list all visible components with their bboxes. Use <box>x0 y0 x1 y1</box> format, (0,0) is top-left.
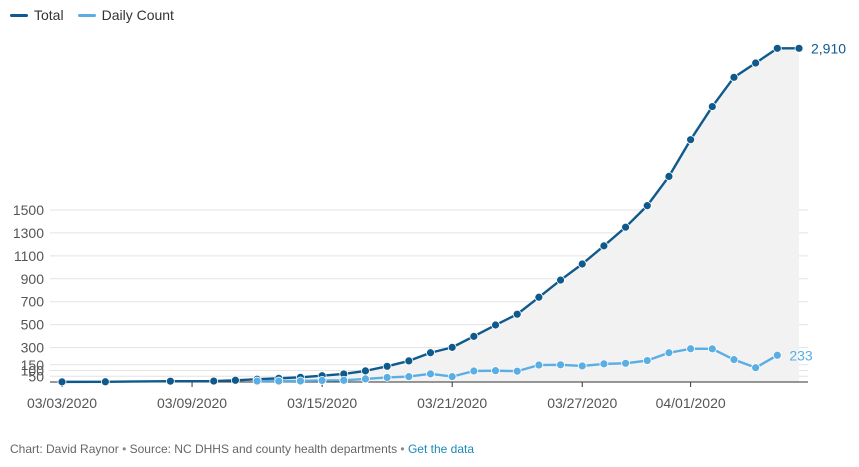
legend-item-daily-count: Daily Count <box>77 7 174 23</box>
data-point-daily-count <box>404 372 414 382</box>
y-tick-label: 300 <box>21 340 45 356</box>
data-point-total <box>794 43 804 53</box>
data-point-daily-count <box>274 376 284 386</box>
data-point-total <box>100 377 110 387</box>
data-point-total <box>534 292 544 302</box>
legend-swatch-total <box>10 13 28 17</box>
footer-credit: Chart: David Raynor <box>10 442 119 456</box>
data-point-total <box>577 259 587 269</box>
data-point-daily-count <box>621 358 630 368</box>
x-tick-label: 03/09/2020 <box>157 395 227 411</box>
y-tick-label: 700 <box>21 294 45 310</box>
data-point-total <box>599 241 609 251</box>
y-tick-label: 150 <box>21 357 45 373</box>
data-point-daily-count <box>642 356 652 365</box>
x-tick-label: 03/15/2020 <box>287 395 357 411</box>
data-point-daily-count <box>707 344 717 354</box>
y-tick-label: 900 <box>21 271 45 287</box>
y-tick-label: 1500 <box>13 202 44 218</box>
data-point-total <box>686 135 696 145</box>
data-point-daily-count <box>772 350 782 360</box>
data-point-total <box>729 72 739 82</box>
legend-label-daily-count: Daily Count <box>101 7 174 23</box>
data-point-total <box>664 172 674 181</box>
data-point-daily-count <box>469 366 479 376</box>
data-point-total <box>57 377 67 387</box>
footer-source: Source: NC DHHS and county health depart… <box>129 442 398 456</box>
end-label-total: 2,910 <box>811 40 846 56</box>
data-point-daily-count <box>577 361 587 371</box>
data-point-daily-count <box>512 366 522 376</box>
series-layer <box>57 43 804 387</box>
data-point-daily-count <box>534 360 544 370</box>
data-point-daily-count <box>556 360 565 370</box>
data-point-daily-count <box>447 372 457 382</box>
data-point-daily-count <box>491 366 500 376</box>
x-tick-label: 03/21/2020 <box>417 395 487 411</box>
data-point-daily-count <box>252 376 262 386</box>
data-point-daily-count <box>664 348 674 358</box>
data-point-total <box>426 348 435 358</box>
label-layer: 2,910 233 <box>789 40 846 363</box>
data-point-daily-count <box>686 344 696 354</box>
data-point-total <box>642 201 652 211</box>
get-the-data-link[interactable]: Get the data <box>407 442 475 456</box>
data-point-total <box>165 376 175 386</box>
data-point-total <box>404 356 414 366</box>
chart-footer: Chart: David Raynor • Source: NC DHHS an… <box>10 442 474 456</box>
data-point-total <box>209 376 219 386</box>
y-tick-label: 1300 <box>13 225 44 241</box>
x-tick-label: 04/01/2020 <box>656 395 726 411</box>
y-tick-label: 50 <box>28 368 44 384</box>
data-point-daily-count <box>599 359 609 369</box>
data-point-total <box>772 43 782 53</box>
data-point-total <box>382 361 392 371</box>
data-point-daily-count <box>751 363 761 373</box>
data-point-total <box>621 222 630 232</box>
data-point-total <box>751 58 761 68</box>
data-point-total <box>707 102 717 111</box>
data-point-total <box>447 342 457 352</box>
end-label-daily-count: 233 <box>789 347 813 363</box>
legend-swatch-daily-count <box>77 13 96 17</box>
legend-label-total: Total <box>34 7 64 23</box>
data-point-daily-count <box>339 375 349 385</box>
footer-separator-1: • <box>122 442 127 456</box>
data-point-total <box>469 331 479 341</box>
data-point-daily-count <box>729 355 739 365</box>
data-point-total <box>231 375 240 385</box>
y-tick-label: 100 <box>21 363 45 379</box>
total-area-fill <box>62 48 799 382</box>
data-point-total <box>512 309 522 319</box>
x-tick-label: 03/27/2020 <box>547 395 617 411</box>
area-layer <box>62 48 799 382</box>
y-tick-label: 1100 <box>14 248 44 264</box>
data-point-daily-count <box>296 376 305 386</box>
data-point-daily-count <box>317 375 327 385</box>
legend-item-total: Total <box>10 7 64 23</box>
data-point-total <box>556 275 565 285</box>
y-tick-label: 500 <box>21 317 45 333</box>
footer-separator-2: • <box>400 442 405 456</box>
data-point-daily-count <box>382 373 392 382</box>
data-point-daily-count <box>361 374 370 384</box>
x-tick-label: 03/03/2020 <box>27 395 97 411</box>
chart-legend: Total Daily Count <box>10 5 174 25</box>
data-point-total <box>361 366 370 376</box>
data-point-total <box>491 320 500 330</box>
data-point-daily-count <box>426 369 435 379</box>
